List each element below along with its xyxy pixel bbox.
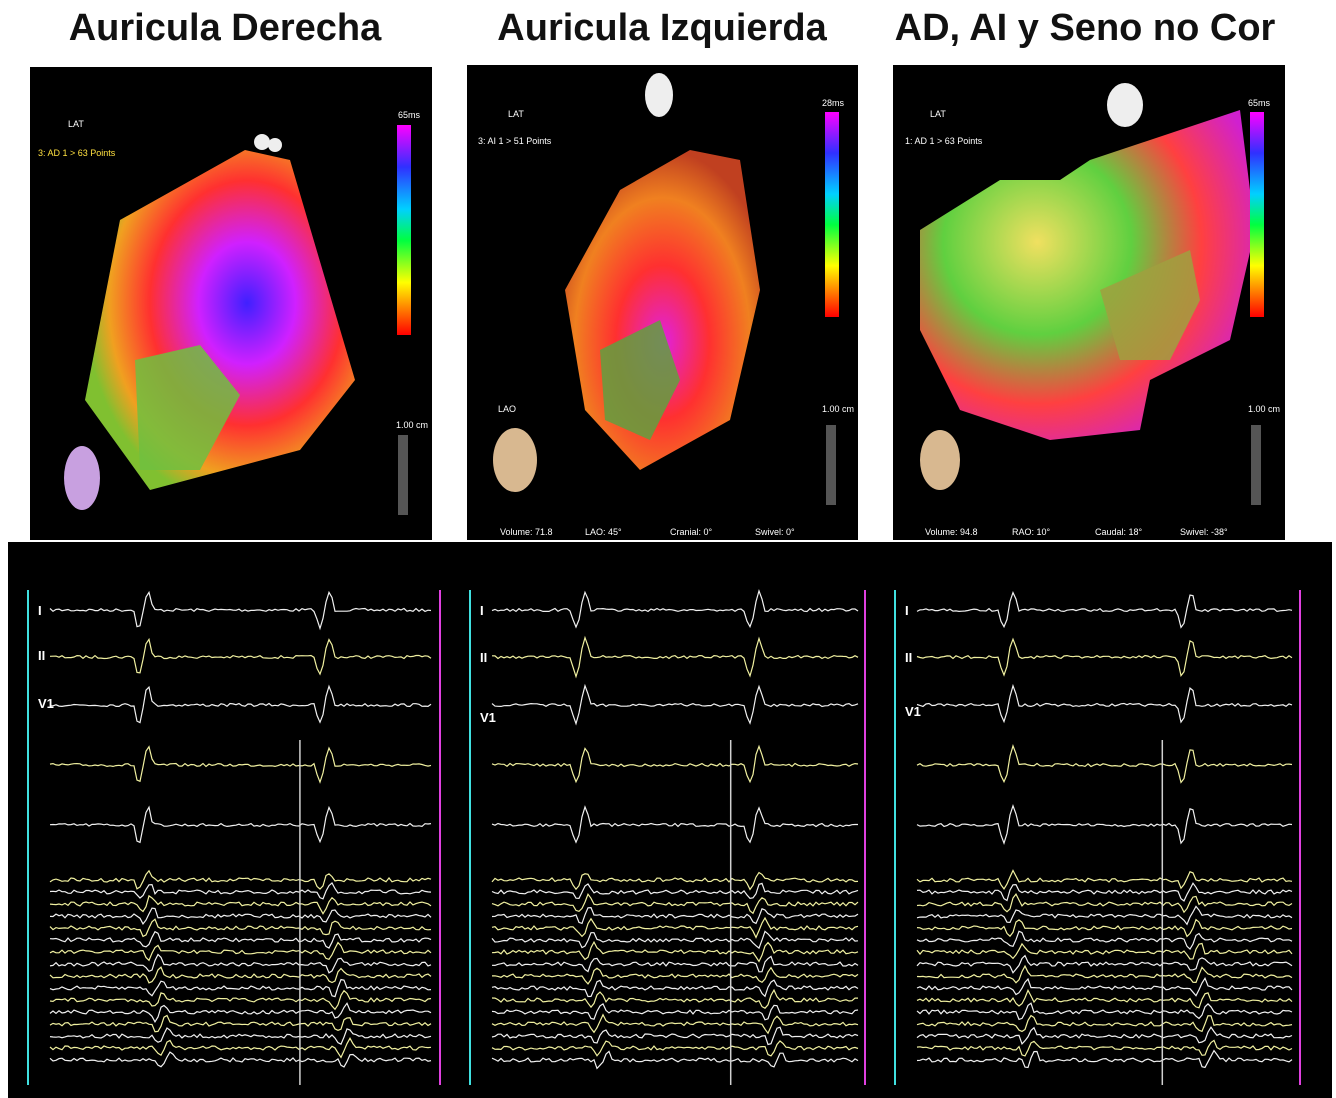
scale-bar: 1.00 cm xyxy=(822,404,854,414)
lead-label: V1 xyxy=(905,704,921,719)
status-item: Volume: 71.8 xyxy=(500,527,553,537)
map-label: 1: AD 1 > 63 Points xyxy=(905,136,983,146)
panel-title: Auricula Derecha xyxy=(69,7,382,49)
panel-title: AD, AI y Seno no Cor xyxy=(895,7,1276,49)
status-item: Cranial: 0° xyxy=(670,527,713,537)
scale-max: 65ms xyxy=(398,110,421,120)
status-item: Swivel: 0° xyxy=(755,527,795,537)
scale-max: 65ms xyxy=(1248,98,1271,108)
lead-label: I xyxy=(480,603,484,618)
map-label: 3: AI 1 > 51 Points xyxy=(478,136,552,146)
lead-label: I xyxy=(905,603,909,618)
status-item: RAO: 10° xyxy=(1012,527,1051,537)
lead-label: I xyxy=(38,603,42,618)
scale-max: 28ms xyxy=(822,98,845,108)
status-item: Caudal: 18° xyxy=(1095,527,1143,537)
lead-label: II xyxy=(905,650,912,665)
status-item: Swivel: -38° xyxy=(1180,527,1228,537)
map-mode: LAT xyxy=(508,109,524,119)
map-panel: LAT 65ms 1: AD 1 > 63 Points 1.00 cm Vol… xyxy=(893,65,1285,540)
lead-label: V1 xyxy=(480,710,496,725)
map-mode: LAT xyxy=(930,109,946,119)
status-item: LAO: 45° xyxy=(585,527,622,537)
lead-label: V1 xyxy=(38,696,54,711)
scale-bar: 1.00 cm xyxy=(1248,404,1280,414)
figure: Auricula Derecha Auricula Izquierda AD, … xyxy=(0,0,1336,1098)
map-label: 3: AD 1 > 63 Points xyxy=(38,148,116,158)
view-label: LAO xyxy=(498,404,516,414)
panel-title: Auricula Izquierda xyxy=(497,7,827,49)
scale-bar: 1.00 cm xyxy=(396,420,428,430)
lead-label: II xyxy=(480,650,487,665)
map-mode: LAT xyxy=(68,119,84,129)
map-panel: LAT 65ms 3: AD 1 > 63 Points 1.00 cm xyxy=(30,67,432,540)
lead-label: II xyxy=(38,648,45,663)
map-panel: LAT 28ms 3: AI 1 > 51 Points LAO 1.00 cm… xyxy=(467,65,858,540)
status-item: Volume: 94.8 xyxy=(925,527,978,537)
egm-background xyxy=(8,542,1332,1098)
